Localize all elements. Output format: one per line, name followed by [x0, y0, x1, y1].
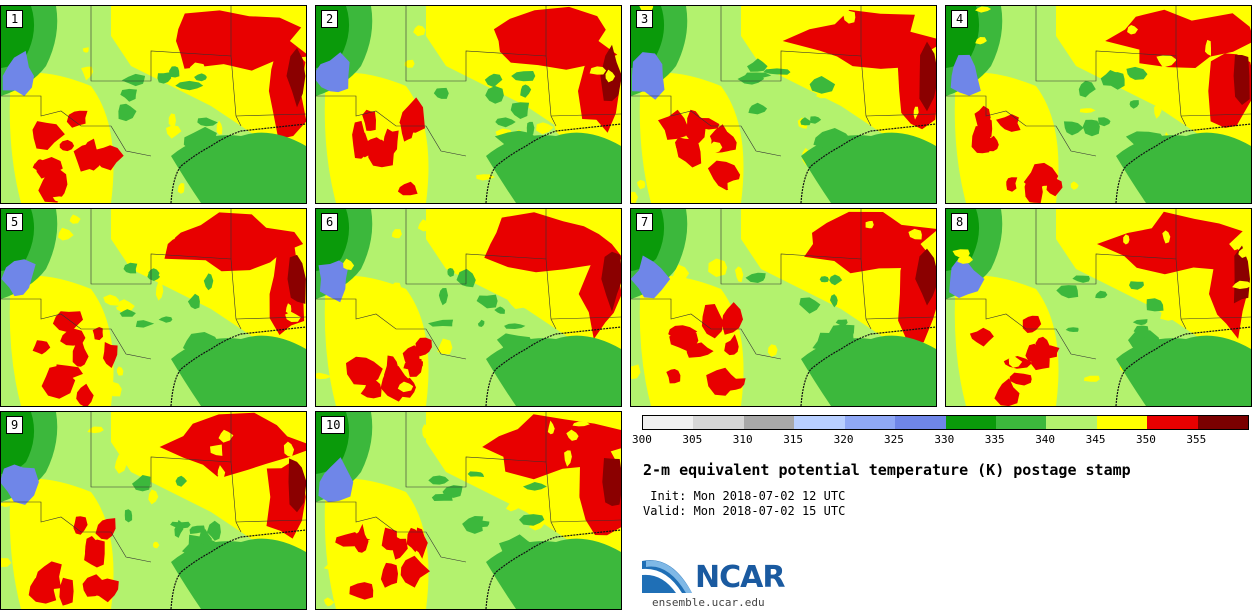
colorbar-tick-label: 300: [632, 433, 652, 446]
member-number-label: 9: [6, 416, 24, 434]
map-panel: 9: [0, 411, 307, 610]
ncar-logo-text: NCAR: [695, 560, 785, 595]
colorbar-segment: [1147, 416, 1198, 429]
ncar-logo-icon: [642, 560, 692, 593]
member-number-label: 2: [321, 10, 339, 28]
colorbar-tick-label: 325: [884, 433, 904, 446]
equivalent-potential-temperature-map: [946, 209, 1251, 406]
init-time: Init: Mon 2018-07-02 12 UTC: [643, 489, 846, 503]
equivalent-potential-temperature-map: [946, 6, 1251, 203]
colorbar-segment: [844, 416, 896, 429]
equivalent-potential-temperature-map: [1, 6, 306, 203]
colorbar-tick-label: 335: [984, 433, 1005, 446]
map-panel: 7: [630, 208, 937, 407]
colorbar-segment: [1197, 416, 1249, 429]
colorbar-tick-label: 340: [1035, 433, 1056, 446]
map-panel: 1: [0, 5, 307, 204]
colorbar-tick-label: 315: [783, 433, 804, 446]
chart-title: 2-m equivalent potential temperature (K)…: [643, 461, 1131, 479]
colorbar-segment: [794, 416, 845, 429]
colorbar-segment: [1096, 416, 1148, 429]
colorbar-segment: [895, 416, 946, 429]
equivalent-potential-temperature-map: [316, 209, 621, 406]
member-number-label: 6: [321, 213, 339, 231]
equivalent-potential-temperature-map: [316, 6, 621, 203]
colorbar-tick-label: 345: [1085, 433, 1106, 446]
colorbar-ticks: 300 305 310 315 320 325 330 335 340 345 350 355: [632, 433, 1252, 447]
equivalent-potential-temperature-map: [316, 412, 621, 609]
colorbar-segment: [643, 416, 694, 429]
colorbar-segment: [743, 416, 795, 429]
map-panel: 10: [315, 411, 622, 610]
map-panel: 2: [315, 5, 622, 204]
map-panel: 6: [315, 208, 622, 407]
equivalent-potential-temperature-map: [631, 6, 936, 203]
colorbar-tick-label: 305: [682, 433, 703, 446]
member-number-label: 4: [951, 10, 969, 28]
valid-time: Valid: Mon 2018-07-02 15 UTC: [643, 504, 846, 518]
map-panel: 3: [630, 5, 937, 204]
map-panel: 8: [945, 208, 1252, 407]
ncar-url: ensemble.ucar.edu: [652, 596, 765, 609]
equivalent-potential-temperature-map: [1, 412, 306, 609]
equivalent-potential-temperature-map: [631, 209, 936, 406]
colorbar-tick-label: 350: [1136, 433, 1156, 446]
member-number-label: 1: [6, 10, 24, 28]
colorbar-segment: [1046, 416, 1097, 429]
member-number-label: 8: [951, 213, 969, 231]
member-number-label: 7: [636, 213, 654, 231]
equivalent-potential-temperature-map: [1, 209, 306, 406]
colorbar-segment: [693, 416, 744, 429]
member-number-label: 5: [6, 213, 24, 231]
colorbar-tick-label: 330: [934, 433, 955, 446]
colorbar-segment: [945, 416, 996, 429]
member-number-label: 10: [321, 416, 346, 434]
colorbar-segment: [995, 416, 1047, 429]
member-number-label: 3: [636, 10, 654, 28]
colorbar: [642, 415, 1249, 430]
map-panel: 4: [945, 5, 1252, 204]
colorbar-tick-label: 320: [833, 433, 854, 446]
map-panel: 5: [0, 208, 307, 407]
colorbar-tick-label: 355: [1186, 433, 1207, 446]
colorbar-tick-label: 310: [732, 433, 753, 446]
